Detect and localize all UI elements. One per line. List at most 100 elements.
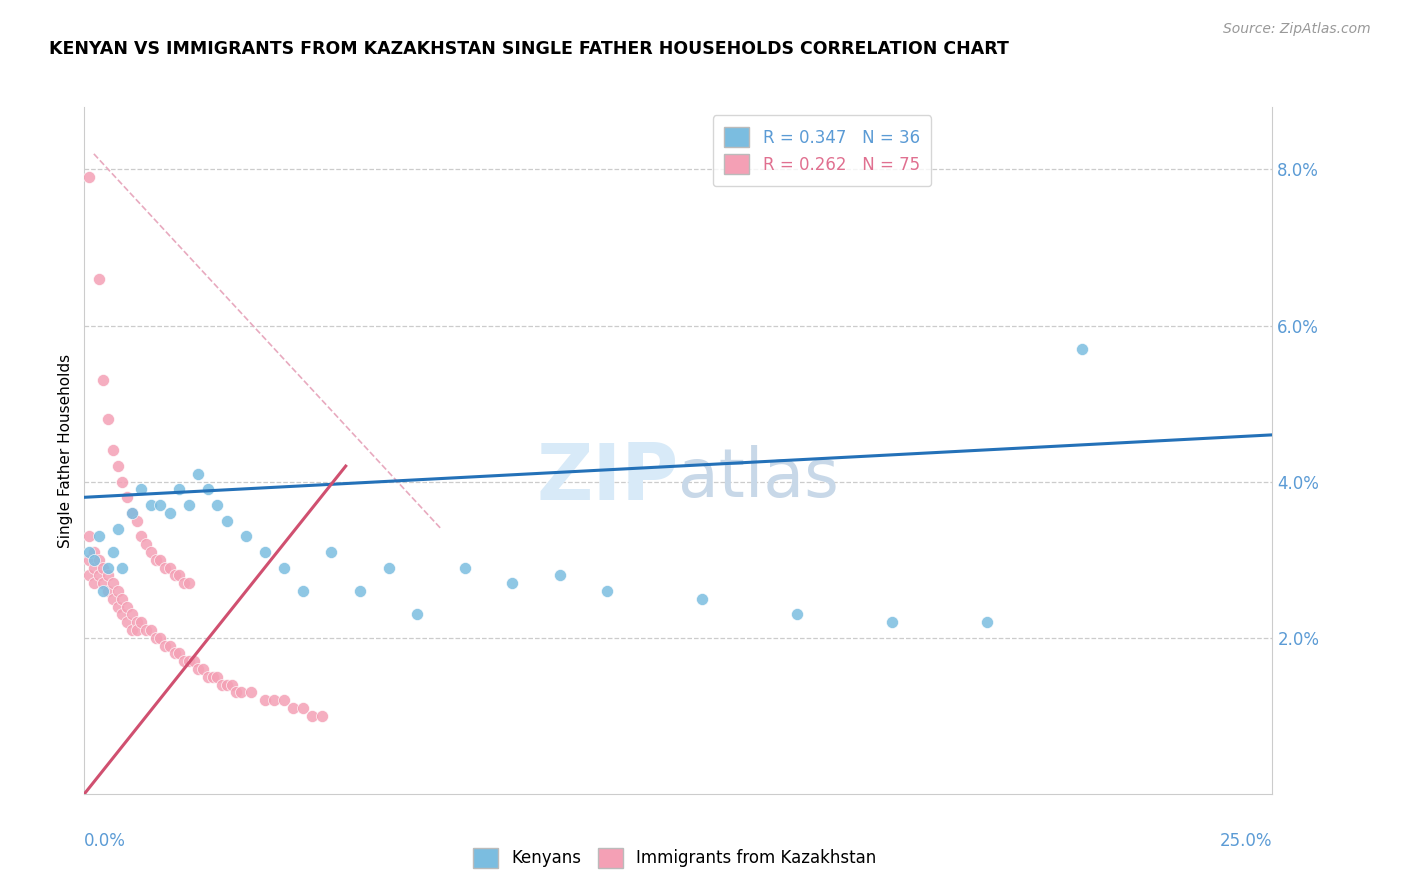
- Point: [453, 560, 475, 574]
- Point: [596, 583, 619, 598]
- Point: [501, 576, 523, 591]
- Point: [273, 693, 295, 707]
- Point: [111, 607, 134, 622]
- Point: [93, 583, 115, 598]
- Point: [169, 646, 191, 660]
- Point: [882, 615, 904, 630]
- Point: [548, 568, 571, 582]
- Point: [153, 639, 176, 653]
- Point: [207, 670, 229, 684]
- Point: [115, 615, 138, 630]
- Point: [291, 583, 314, 598]
- Point: [263, 693, 285, 707]
- Point: [153, 560, 176, 574]
- Legend: Kenyans, Immigrants from Kazakhstan: Kenyans, Immigrants from Kazakhstan: [467, 841, 883, 875]
- Point: [311, 708, 333, 723]
- Point: [239, 685, 262, 699]
- Point: [173, 654, 195, 668]
- Point: [121, 506, 143, 520]
- Point: [131, 483, 153, 497]
- Point: [183, 654, 205, 668]
- Text: KENYAN VS IMMIGRANTS FROM KAZAKHSTAN SINGLE FATHER HOUSEHOLDS CORRELATION CHART: KENYAN VS IMMIGRANTS FROM KAZAKHSTAN SIN…: [49, 40, 1010, 58]
- Point: [125, 514, 148, 528]
- Point: [197, 670, 219, 684]
- Point: [77, 529, 100, 543]
- Point: [77, 552, 100, 567]
- Point: [97, 412, 120, 426]
- Point: [177, 654, 200, 668]
- Point: [301, 708, 323, 723]
- Point: [197, 483, 219, 497]
- Point: [121, 607, 143, 622]
- Point: [201, 670, 224, 684]
- Point: [121, 506, 143, 520]
- Point: [107, 583, 129, 598]
- Point: [159, 560, 181, 574]
- Point: [976, 615, 998, 630]
- Point: [215, 514, 238, 528]
- Point: [149, 498, 172, 512]
- Point: [77, 568, 100, 582]
- Point: [235, 529, 257, 543]
- Point: [107, 599, 129, 614]
- Text: Source: ZipAtlas.com: Source: ZipAtlas.com: [1223, 22, 1371, 37]
- Point: [283, 701, 305, 715]
- Point: [221, 678, 243, 692]
- Point: [111, 475, 134, 489]
- Point: [77, 545, 100, 559]
- Point: [690, 591, 713, 606]
- Point: [231, 685, 253, 699]
- Point: [135, 623, 157, 637]
- Point: [115, 490, 138, 504]
- Point: [121, 623, 143, 637]
- Point: [253, 693, 276, 707]
- Point: [169, 483, 191, 497]
- Point: [93, 576, 115, 591]
- Point: [321, 545, 343, 559]
- Point: [101, 443, 124, 458]
- Point: [187, 467, 209, 481]
- Point: [111, 591, 134, 606]
- Point: [349, 583, 371, 598]
- Point: [107, 458, 129, 473]
- Point: [101, 576, 124, 591]
- Point: [97, 583, 120, 598]
- Point: [177, 498, 200, 512]
- Point: [93, 373, 115, 387]
- Text: atlas: atlas: [679, 445, 839, 511]
- Point: [83, 545, 105, 559]
- Point: [139, 498, 162, 512]
- Point: [215, 678, 238, 692]
- Point: [207, 498, 229, 512]
- Point: [159, 639, 181, 653]
- Point: [377, 560, 399, 574]
- Point: [169, 568, 191, 582]
- Legend: R = 0.347   N = 36, R = 0.262   N = 75: R = 0.347 N = 36, R = 0.262 N = 75: [713, 115, 931, 186]
- Point: [87, 271, 110, 285]
- Point: [87, 529, 110, 543]
- Point: [131, 529, 153, 543]
- Point: [125, 615, 148, 630]
- Point: [149, 552, 172, 567]
- Point: [145, 552, 167, 567]
- Point: [135, 537, 157, 551]
- Point: [107, 521, 129, 535]
- Point: [187, 662, 209, 676]
- Point: [253, 545, 276, 559]
- Point: [1071, 342, 1094, 356]
- Point: [77, 170, 100, 185]
- Point: [87, 552, 110, 567]
- Point: [83, 552, 105, 567]
- Point: [101, 545, 124, 559]
- Point: [786, 607, 808, 622]
- Point: [163, 646, 186, 660]
- Point: [97, 568, 120, 582]
- Point: [97, 560, 120, 574]
- Point: [191, 662, 215, 676]
- Point: [87, 568, 110, 582]
- Point: [406, 607, 429, 622]
- Point: [83, 560, 105, 574]
- Text: 25.0%: 25.0%: [1220, 831, 1272, 850]
- Point: [83, 576, 105, 591]
- Point: [93, 560, 115, 574]
